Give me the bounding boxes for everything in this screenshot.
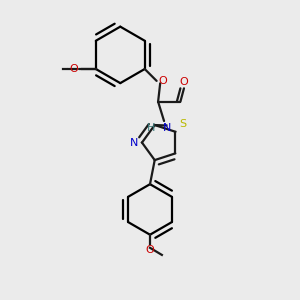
- Text: O: O: [180, 77, 188, 87]
- Text: methoxy: methoxy: [66, 68, 72, 69]
- Text: S: S: [179, 119, 186, 129]
- Text: O: O: [146, 245, 154, 255]
- Text: O: O: [69, 64, 78, 74]
- Text: N: N: [163, 122, 171, 133]
- Text: H: H: [147, 122, 155, 133]
- Text: O: O: [158, 76, 167, 86]
- Text: N: N: [130, 138, 138, 148]
